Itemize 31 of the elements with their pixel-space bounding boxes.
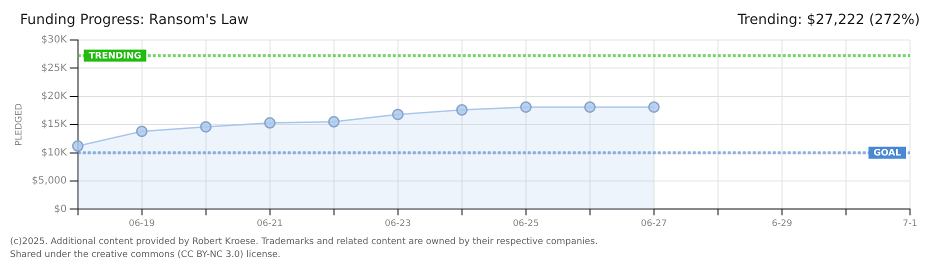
- text: (c)2025. Additional content provided by Robert Kroese. Trademarks and related content are owned by their respective companies.: [10, 236, 598, 249]
- point: [456, 104, 468, 116]
- y-tick-label: $15K: [41, 119, 68, 130]
- x-tick-label: 06-21: [256, 218, 283, 229]
- y-tick-label: $30K: [41, 34, 68, 46]
- chart-title: Funding Progress: Ransom's Law: [20, 12, 249, 28]
- y-tick-label: $10K: [41, 147, 68, 158]
- point: [264, 117, 276, 129]
- point: [392, 108, 404, 120]
- text: Shared under the creative commons (CC BY-NC 3.0) license.: [10, 249, 282, 262]
- point: [200, 121, 212, 133]
- chart-subtitle: Trending: $27,222 (272%): [738, 12, 920, 28]
- point: [584, 101, 596, 113]
- x-tick-label: 7-1: [902, 218, 918, 229]
- point: [136, 126, 148, 138]
- x-tick-label: 6-29: [772, 218, 792, 229]
- y-axis-title: PLEDGED: [14, 103, 25, 146]
- point: [72, 140, 84, 152]
- y-tick-label: $5,000: [32, 176, 67, 187]
- point: [328, 116, 340, 128]
- ref-line-label: TRENDING: [88, 52, 142, 62]
- ref-line-label: GOAL: [874, 148, 902, 159]
- x-tick-label: 06-23: [384, 218, 411, 229]
- x-tick-label: 06-25: [512, 218, 539, 229]
- y-tick-label: $25K: [41, 62, 68, 74]
- point: [520, 101, 532, 113]
- x-tick-label: 06-27: [640, 218, 668, 229]
- x-tick-label: 06-19: [128, 218, 156, 229]
- y-tick-label: $0: [54, 204, 67, 215]
- point: [648, 101, 660, 113]
- y-tick-label: $20K: [41, 90, 68, 102]
